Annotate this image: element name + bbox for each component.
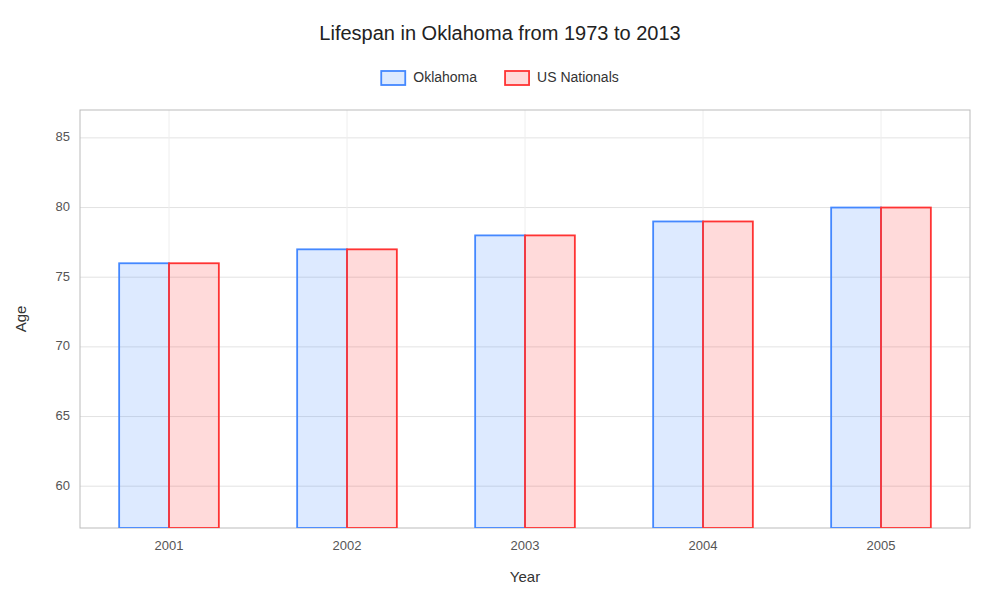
y-tick-label: 60 bbox=[56, 478, 70, 493]
y-tick-label: 85 bbox=[56, 129, 70, 144]
legend-item: Oklahoma bbox=[381, 69, 477, 85]
bar bbox=[169, 263, 219, 528]
legend-swatch bbox=[505, 71, 529, 85]
axes: 60 65 70 75 80 85 2001 2002 2003 2004 2005 bbox=[56, 129, 896, 553]
x-tick-label: 2004 bbox=[689, 538, 718, 553]
chart: 60 65 70 75 80 85 2001 2002 2003 2004 2005 Year Age L… bbox=[0, 0, 1000, 600]
legend-label: Oklahoma bbox=[413, 69, 477, 85]
page: {"chart_data": {"type": "bar", "title": … bbox=[0, 0, 1000, 600]
x-tick-label: 2005 bbox=[867, 538, 896, 553]
legend: Oklahoma US Nationals bbox=[381, 69, 619, 85]
grid bbox=[80, 110, 970, 528]
bar bbox=[297, 249, 347, 528]
plot-frame bbox=[80, 110, 970, 528]
x-axis-label: Year bbox=[510, 568, 540, 585]
y-tick-label: 80 bbox=[56, 199, 70, 214]
legend-item: US Nationals bbox=[505, 69, 619, 85]
legend-swatch bbox=[381, 71, 405, 85]
bar bbox=[119, 263, 169, 528]
x-tick-label: 2003 bbox=[511, 538, 540, 553]
title: Lifespan in Oklahoma from 1973 to 2013 bbox=[319, 22, 680, 44]
bar bbox=[831, 208, 881, 528]
bar bbox=[525, 235, 575, 528]
y-tick-label: 70 bbox=[56, 338, 70, 353]
bars bbox=[119, 208, 931, 528]
x-tick-label: 2002 bbox=[333, 538, 362, 553]
x-tick-label: 2001 bbox=[155, 538, 184, 553]
y-tick-label: 65 bbox=[56, 408, 70, 423]
bar bbox=[475, 235, 525, 528]
bar bbox=[653, 221, 703, 528]
legend-label: US Nationals bbox=[537, 69, 619, 85]
y-axis-label: Age bbox=[12, 306, 29, 333]
bar bbox=[703, 221, 753, 528]
y-tick-label: 75 bbox=[56, 269, 70, 284]
bar bbox=[881, 208, 931, 528]
bar bbox=[347, 249, 397, 528]
